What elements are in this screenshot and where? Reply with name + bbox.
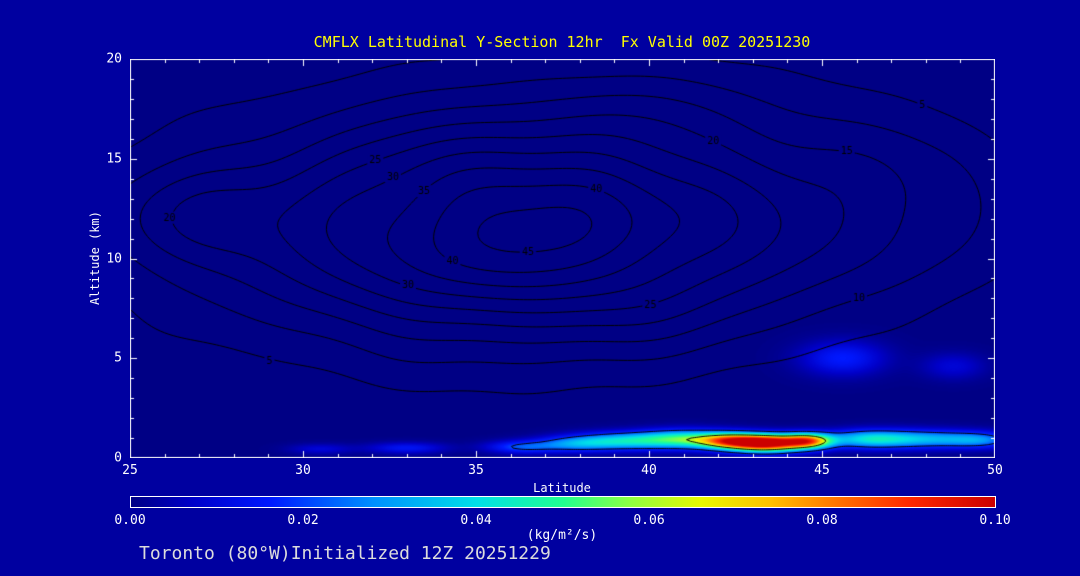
x-tick-label: 30 bbox=[295, 463, 311, 478]
colorbar-tick-label: 0.00 bbox=[114, 513, 146, 528]
x-axis-label: Latitude bbox=[533, 481, 591, 495]
colorbar-units-label: (kg/m²/s) bbox=[526, 528, 598, 543]
colorbar-tick-label: 0.02 bbox=[287, 513, 319, 528]
x-tick-label: 40 bbox=[641, 463, 657, 478]
x-tick-label: 25 bbox=[122, 463, 138, 478]
contour-plot-canvas bbox=[130, 59, 995, 458]
footer-text: Toronto (80°W)Initialized 12Z 20251229 bbox=[139, 543, 551, 564]
colorbar-tick-label: 0.06 bbox=[633, 513, 665, 528]
colorbar bbox=[130, 496, 996, 508]
y-tick-label: 10 bbox=[106, 251, 122, 266]
x-tick-label: 50 bbox=[987, 463, 1003, 478]
station-label: Toronto (80°W) bbox=[139, 543, 291, 564]
colorbar-tick-label: 0.10 bbox=[979, 513, 1011, 528]
x-tick-label: 35 bbox=[468, 463, 484, 478]
colorbar-tick-label: 0.08 bbox=[806, 513, 838, 528]
x-tick-label: 45 bbox=[814, 463, 830, 478]
init-time-label: Initialized 12Z 20251229 bbox=[290, 543, 551, 564]
y-axis-label: Altitude (km) bbox=[88, 211, 102, 305]
y-tick-label: 5 bbox=[114, 350, 122, 366]
colorbar-tick-label: 0.04 bbox=[460, 513, 492, 528]
y-tick-label: 15 bbox=[106, 151, 122, 167]
chart-title: CMFLX Latitudinal Y-Section 12hr Fx Vali… bbox=[313, 33, 811, 51]
y-tick-label: 0 bbox=[114, 450, 122, 466]
y-tick-label: 20 bbox=[106, 51, 122, 67]
